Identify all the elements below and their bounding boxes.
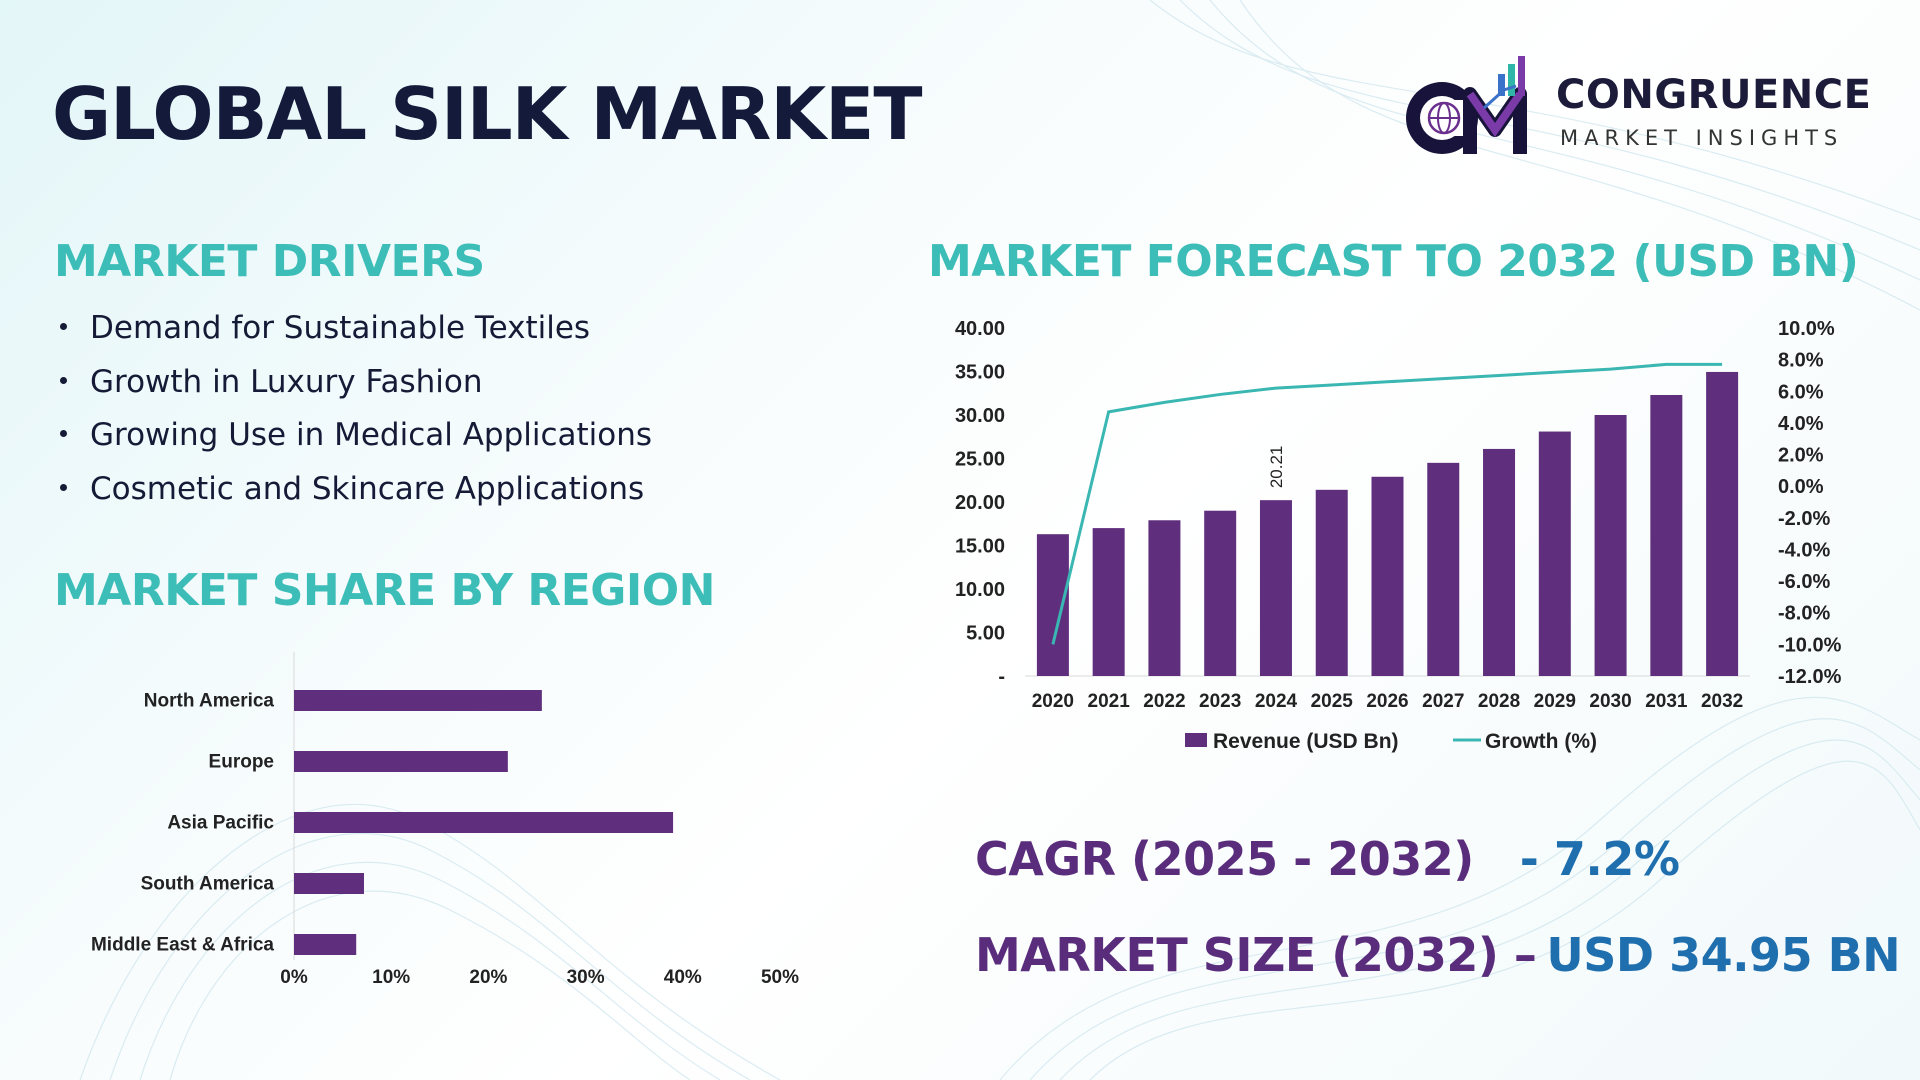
market-size-label: MARKET SIZE (2032) – bbox=[975, 928, 1537, 982]
revenue-bar bbox=[1315, 489, 1348, 676]
brand-logo: CONGRUENCE MARKET INSIGHTS bbox=[1400, 50, 1872, 160]
revenue-bar bbox=[1650, 394, 1683, 676]
driver-item: Growing Use in Medical Applications bbox=[58, 417, 652, 471]
revenue-bar bbox=[1483, 448, 1516, 676]
x-tick-label: 2022 bbox=[1143, 691, 1185, 712]
x-tick-label: 2029 bbox=[1534, 691, 1576, 712]
x-tick-label: 30% bbox=[567, 967, 605, 988]
y-right-tick-label: -10.0% bbox=[1778, 634, 1842, 656]
drivers-heading: MARKET DRIVERS bbox=[54, 236, 485, 287]
x-tick-label: 2021 bbox=[1088, 691, 1131, 712]
x-tick-label: 0% bbox=[280, 967, 308, 988]
x-tick-label: 2026 bbox=[1366, 691, 1408, 712]
x-tick-label: 2023 bbox=[1199, 691, 1241, 712]
x-tick-label: 2025 bbox=[1311, 691, 1354, 712]
logo-mark-icon bbox=[1406, 56, 1527, 154]
revenue-bar bbox=[1594, 415, 1627, 676]
bar bbox=[294, 690, 542, 711]
region-heading: MARKET SHARE BY REGION bbox=[54, 565, 716, 616]
x-tick-label: 40% bbox=[664, 967, 702, 988]
y-left-tick-label: - bbox=[998, 666, 1005, 688]
bar bbox=[294, 812, 674, 833]
x-tick-label: 2027 bbox=[1422, 691, 1464, 712]
forecast-heading: MARKET FORECAST TO 2032 (USD BN) bbox=[928, 236, 1859, 287]
y-right-tick-label: 2.0% bbox=[1778, 445, 1824, 467]
y-left-tick-label: 20.00 bbox=[955, 492, 1005, 514]
x-tick-label: 20% bbox=[469, 967, 507, 988]
bar bbox=[294, 751, 508, 772]
y-right-tick-label: 6.0% bbox=[1778, 381, 1824, 403]
revenue-bar bbox=[1092, 528, 1125, 676]
revenue-bar bbox=[1148, 520, 1181, 676]
data-label: 20.21 bbox=[1267, 446, 1286, 489]
y-right-tick-label: -4.0% bbox=[1778, 539, 1830, 561]
legend-swatch-revenue bbox=[1185, 733, 1207, 747]
y-left-tick-label: 15.00 bbox=[955, 536, 1005, 558]
x-tick-label: 2031 bbox=[1645, 691, 1688, 712]
drivers-list: Demand for Sustainable Textiles Growth i… bbox=[58, 310, 652, 524]
x-tick-label: 2030 bbox=[1589, 691, 1631, 712]
y-left-tick-label: 5.00 bbox=[966, 623, 1005, 645]
legend-label-revenue: Revenue (USD Bn) bbox=[1213, 730, 1399, 753]
y-left-tick-label: 30.00 bbox=[955, 405, 1005, 427]
bar bbox=[294, 873, 364, 894]
y-right-tick-label: 8.0% bbox=[1778, 350, 1824, 372]
y-left-tick-label: 35.00 bbox=[955, 362, 1005, 384]
market-size-value: USD 34.95 BN bbox=[1546, 928, 1901, 982]
bar bbox=[294, 934, 357, 955]
category-label: Europe bbox=[209, 752, 274, 773]
legend-label-growth: Growth (%) bbox=[1485, 730, 1597, 753]
revenue-bar bbox=[1204, 510, 1237, 676]
driver-text: Growth in Luxury Fashion bbox=[90, 363, 483, 400]
category-label: Middle East & Africa bbox=[91, 935, 274, 956]
y-right-tick-label: -2.0% bbox=[1778, 508, 1830, 530]
revenue-bar bbox=[1259, 500, 1292, 676]
revenue-bar bbox=[1427, 462, 1460, 676]
cagr-kpi: CAGR (2025 - 2032) - 7.2% bbox=[975, 832, 1680, 886]
x-tick-label: 2032 bbox=[1701, 691, 1743, 712]
cagr-value: - 7.2% bbox=[1519, 832, 1680, 886]
y-left-tick-label: 40.00 bbox=[955, 318, 1005, 340]
region-share-chart: North America Europe Asia Pacific South Ame… bbox=[91, 652, 799, 988]
category-label: South America bbox=[141, 874, 275, 895]
driver-text: Growing Use in Medical Applications bbox=[90, 417, 653, 453]
y-right-tick-label: 0.0% bbox=[1778, 476, 1824, 498]
revenue-bar bbox=[1706, 371, 1739, 676]
growth-line bbox=[1051, 362, 1723, 645]
bullet-icon bbox=[60, 430, 67, 437]
x-tick-label: 2020 bbox=[1032, 691, 1074, 712]
revenue-bar bbox=[1538, 431, 1571, 676]
driver-item: Growth in Luxury Fashion bbox=[58, 364, 652, 418]
revenue-bar bbox=[1036, 534, 1069, 676]
y-left-tick-label: 25.00 bbox=[955, 449, 1005, 471]
y-right-tick-label: -12.0% bbox=[1778, 666, 1842, 688]
page-title: GLOBAL SILK MARKET bbox=[52, 72, 922, 156]
bullet-icon bbox=[60, 323, 67, 330]
logo-tagline: MARKET INSIGHTS bbox=[1560, 126, 1844, 150]
y-right-tick-label: 10.0% bbox=[1778, 318, 1835, 340]
logo-name: CONGRUENCE bbox=[1556, 72, 1872, 118]
forecast-chart: - 5.00 10.00 15.00 20.00 25.00 30.00 35.00 40.00… bbox=[955, 318, 1842, 753]
driver-text: Cosmetic and Skincare Applications bbox=[90, 470, 645, 507]
x-tick-label: 10% bbox=[372, 967, 410, 988]
driver-text: Demand for Sustainable Textiles bbox=[90, 310, 591, 346]
category-label: Asia Pacific bbox=[167, 813, 274, 834]
bullet-icon bbox=[60, 483, 67, 491]
driver-item: Cosmetic and Skincare Applications bbox=[58, 471, 652, 525]
y-left-tick-label: 10.00 bbox=[955, 579, 1005, 601]
y-right-tick-label: 4.0% bbox=[1778, 413, 1824, 435]
bullet-icon bbox=[60, 376, 67, 384]
revenue-bar bbox=[1371, 476, 1404, 676]
y-right-tick-label: -6.0% bbox=[1778, 571, 1830, 593]
market-size-kpi: MARKET SIZE (2032) – USD 34.95 BN bbox=[975, 928, 1901, 982]
x-tick-label: 2024 bbox=[1255, 691, 1298, 712]
cagr-label: CAGR (2025 - 2032) bbox=[975, 832, 1474, 886]
category-label: North America bbox=[144, 691, 275, 712]
driver-item: Demand for Sustainable Textiles bbox=[58, 310, 652, 364]
y-right-tick-label: -8.0% bbox=[1778, 603, 1830, 625]
x-tick-label: 50% bbox=[761, 967, 799, 988]
x-tick-label: 2028 bbox=[1478, 691, 1520, 712]
